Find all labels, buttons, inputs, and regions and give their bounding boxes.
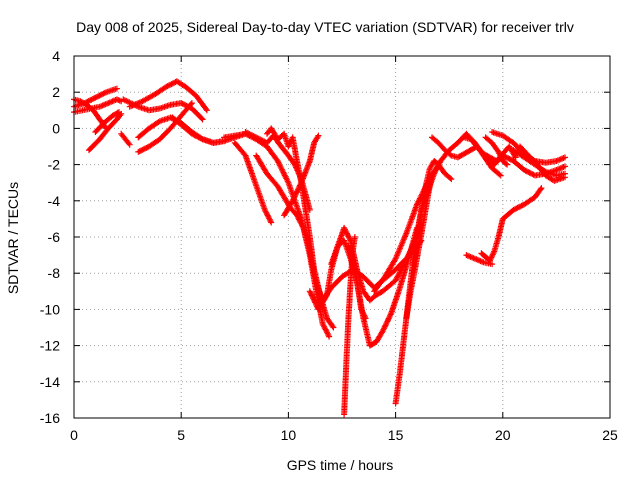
y-tick-label: -14 [40, 374, 60, 390]
data-point-markers [463, 252, 496, 268]
data-point-markers [86, 110, 125, 154]
data-series [517, 143, 568, 184]
x-tick-label: 25 [602, 427, 618, 443]
y-tick-label: 4 [52, 48, 60, 64]
y-tick-label: -4 [48, 193, 61, 209]
x-tick-label: 5 [177, 427, 185, 443]
data-point-markers [478, 185, 545, 264]
x-tick-label: 15 [388, 427, 404, 443]
data-series [463, 252, 496, 268]
x-tick-label: 20 [495, 427, 511, 443]
data-points [71, 78, 568, 418]
data-series [92, 109, 122, 135]
y-tick-label: -10 [40, 301, 60, 317]
data-series [478, 185, 545, 264]
data-point-markers [118, 130, 133, 148]
data-series [118, 130, 133, 148]
chart-title: Day 008 of 2025, Sidereal Day-to-day VTE… [76, 19, 574, 35]
data-series [231, 139, 275, 226]
data-series [126, 78, 210, 114]
y-axis-label: SDTVAR / TECUs [5, 182, 21, 294]
y-tick-label: -8 [48, 265, 61, 281]
data-point-markers [92, 109, 122, 135]
data-point-markers [482, 134, 511, 168]
y-tick-label: 0 [52, 120, 60, 136]
y-tick-label: -2 [48, 157, 61, 173]
y-tick-label: -6 [48, 229, 61, 245]
data-series [86, 110, 125, 154]
data-series [281, 132, 322, 219]
x-tick-label: 0 [70, 427, 78, 443]
axis-ticks: 0 5 10 15 20 25 -16 -14 -12 -10 -8 -6 -4 -2 0 2 4 [40, 48, 618, 443]
y-tick-label: -12 [40, 338, 60, 354]
data-point-markers [517, 143, 568, 184]
y-tick-label: 2 [52, 84, 60, 100]
data-point-markers [126, 78, 210, 114]
data-point-markers [231, 139, 275, 226]
x-tick-label: 10 [281, 427, 297, 443]
x-axis-label: GPS time / hours [287, 457, 394, 473]
data-point-markers [341, 234, 358, 418]
data-series [341, 234, 358, 418]
data-point-markers [281, 132, 322, 219]
data-series [482, 134, 511, 168]
y-tick-label: -16 [40, 410, 60, 426]
